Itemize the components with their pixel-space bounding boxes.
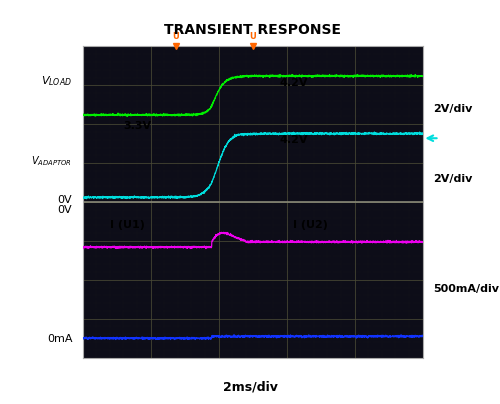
Text: 3.3V: 3.3V	[124, 121, 152, 131]
Title: TRANSIENT RESPONSE: TRANSIENT RESPONSE	[164, 23, 341, 37]
Text: 0V: 0V	[58, 205, 72, 215]
Text: 0V: 0V	[58, 194, 72, 204]
Text: $V_{LOAD}$: $V_{LOAD}$	[42, 74, 72, 88]
Text: 2V/div: 2V/div	[432, 104, 472, 114]
Text: 0mA: 0mA	[47, 335, 72, 345]
Text: I (U1): I (U1)	[110, 220, 144, 230]
Text: $V_{ADAPTOR}$: $V_{ADAPTOR}$	[32, 155, 72, 168]
Text: 2V/div: 2V/div	[432, 174, 472, 184]
Text: 4.2V: 4.2V	[280, 78, 308, 88]
Text: 4.2V: 4.2V	[280, 135, 308, 145]
Text: 2ms/div: 2ms/div	[222, 381, 278, 394]
Text: U: U	[249, 32, 256, 42]
Text: I (U2): I (U2)	[294, 220, 328, 230]
Text: U: U	[172, 32, 180, 42]
Text: 500mA/div: 500mA/div	[432, 284, 498, 294]
